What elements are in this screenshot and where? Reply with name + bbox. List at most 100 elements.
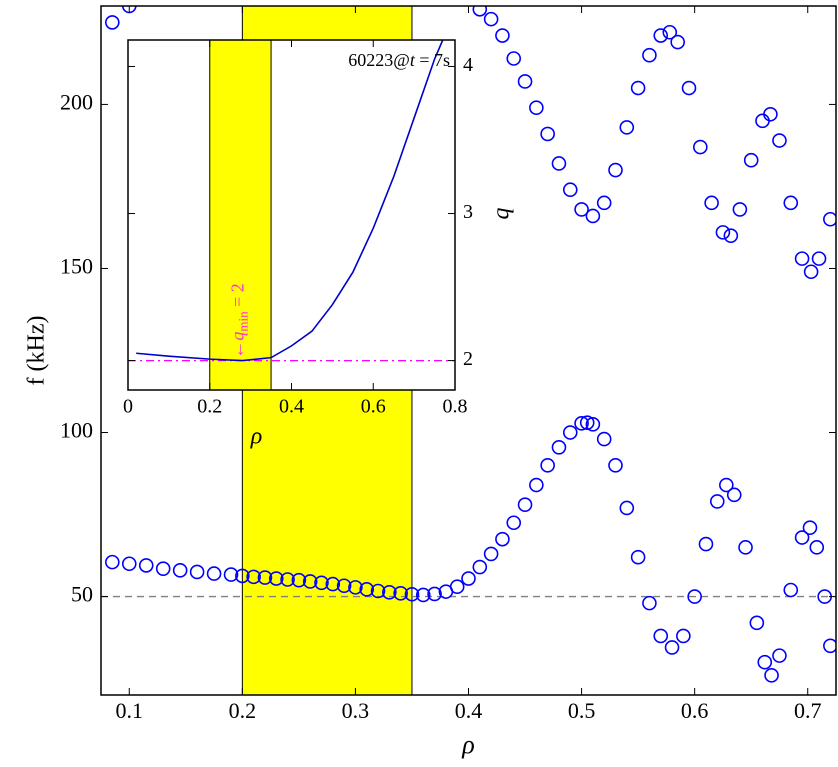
data-point: [823, 638, 836, 654]
inset-background: [128, 40, 455, 390]
x-tick-label: 0.5: [568, 698, 596, 723]
data-point: [235, 568, 250, 584]
annotation-part: q: [227, 332, 247, 341]
y-axis-label: f (kHz): [24, 316, 50, 386]
data-point: [540, 126, 555, 142]
data-point: [811, 251, 827, 266]
data-point: [172, 563, 188, 578]
data-point: [359, 582, 375, 597]
data-point: [495, 531, 510, 547]
data-point: [719, 477, 734, 493]
data-point: [483, 11, 499, 27]
data-point: [738, 540, 753, 555]
annotation-part: ←: [227, 341, 247, 359]
data-point: [517, 497, 533, 513]
y-tick-label: 4: [463, 54, 473, 76]
data-point: [155, 561, 171, 576]
data-point: [608, 162, 623, 178]
data-point: [325, 576, 341, 592]
x-tick-label: 0.7: [794, 698, 822, 723]
y-tick-label: 150: [60, 254, 93, 279]
data-point: [755, 113, 770, 129]
title-part: t: [410, 50, 416, 70]
x-tick-label: 0: [123, 396, 133, 418]
y-tick-label: 2: [463, 348, 473, 370]
data-point: [314, 575, 329, 591]
data-point: [495, 28, 510, 43]
data-point: [336, 578, 352, 594]
data-point: [206, 566, 222, 581]
data-point: [794, 530, 810, 545]
data-point: [472, 559, 488, 575]
data-point: [529, 477, 544, 493]
data-point: [223, 567, 239, 582]
data-point: [619, 120, 635, 135]
data-point: [585, 417, 601, 432]
data-point: [246, 569, 261, 585]
data-point: [715, 225, 731, 240]
data-point: [794, 251, 810, 266]
data-point: [370, 583, 386, 599]
data-point: [551, 156, 567, 171]
data-point: [642, 595, 657, 611]
data-point: [189, 564, 205, 580]
data-point: [268, 571, 284, 586]
data-point: [664, 640, 680, 655]
y-tick-label: 200: [60, 89, 93, 114]
annotation: ←qmin = 2: [227, 283, 250, 358]
data-point: [619, 500, 635, 516]
x-axis-label: ρ: [461, 730, 474, 759]
x-tick-label: 0.2: [197, 396, 222, 418]
x-tick-label: 0.3: [342, 698, 370, 723]
data-point: [596, 431, 612, 447]
y-tick-label: 50: [71, 582, 93, 607]
x-axis-label: ρ: [250, 424, 263, 450]
data-point: [757, 654, 773, 670]
data-point: [681, 80, 697, 96]
data-point: [291, 572, 307, 588]
data-point: [404, 586, 420, 602]
x-tick-label: 0.6: [361, 396, 386, 418]
data-point: [280, 572, 295, 587]
data-point: [662, 24, 678, 40]
data-point: [415, 587, 431, 603]
data-point: [257, 570, 273, 585]
x-tick-label: 0.6: [681, 698, 709, 723]
data-point: [763, 106, 778, 122]
data-point: [704, 195, 719, 211]
data-point: [382, 585, 397, 600]
title-part: 60223@: [348, 50, 410, 70]
data-point: [427, 586, 442, 602]
x-tick-label: 0.1: [116, 698, 144, 723]
data-point: [506, 51, 522, 66]
data-point: [517, 74, 533, 89]
data-point: [585, 208, 601, 224]
data-point: [449, 579, 465, 595]
data-point: [393, 585, 408, 601]
data-point: [709, 494, 725, 509]
data-point: [687, 589, 702, 604]
data-point: [653, 628, 669, 644]
data-point: [483, 546, 499, 562]
data-point: [630, 80, 646, 96]
data-point: [574, 202, 589, 217]
inset-title: 60223@t = 7s: [348, 50, 450, 70]
data-point: [749, 615, 765, 631]
plot-area: [128, 40, 455, 390]
data-point: [529, 100, 544, 116]
q-profile-line: [136, 40, 444, 362]
y-tick-label: 100: [60, 418, 93, 443]
data-point: [596, 195, 612, 211]
data-point: [121, 556, 137, 572]
data-point: [772, 648, 787, 663]
data-point: [302, 574, 318, 589]
data-point: [579, 415, 595, 430]
data-point: [723, 228, 739, 243]
data-point: [803, 264, 819, 280]
data-point: [653, 28, 669, 43]
data-point: [726, 487, 742, 503]
data-point: [574, 416, 589, 431]
x-tick-label: 0.2: [229, 698, 257, 723]
